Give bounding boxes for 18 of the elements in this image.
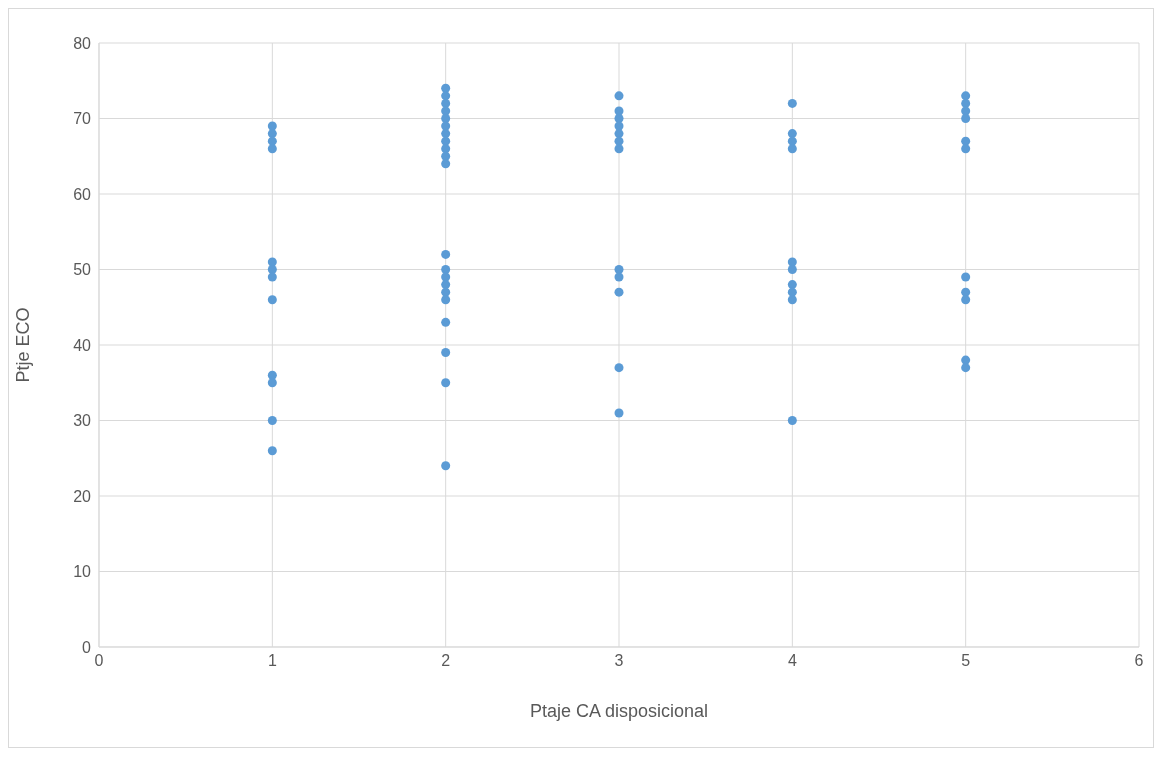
x-tick-label: 6 [1134,652,1144,670]
x-axis-title: Ptaje CA disposicional [529,701,709,721]
y-tick-label: 20 [73,487,92,505]
y-tick-label: 70 [73,110,92,128]
x-tick-label: 0 [94,652,104,670]
x-tick-label: 3 [614,652,624,670]
x-tick-label: 4 [787,652,797,670]
y-tick-label: 80 [73,34,92,52]
x-tick-label: 2 [441,652,451,670]
y-tick-label: 50 [73,261,92,279]
y-tick-label: 0 [82,638,92,656]
y-tick-label: 10 [73,563,92,581]
y-axis-title: Ptje ECO [13,307,34,383]
x-tick-label: 5 [961,652,971,670]
y-tick-label: 30 [73,412,92,430]
y-tick-label: 40 [73,336,92,354]
y-tick-label: 60 [73,185,92,203]
x-tick-label: 1 [267,652,277,670]
